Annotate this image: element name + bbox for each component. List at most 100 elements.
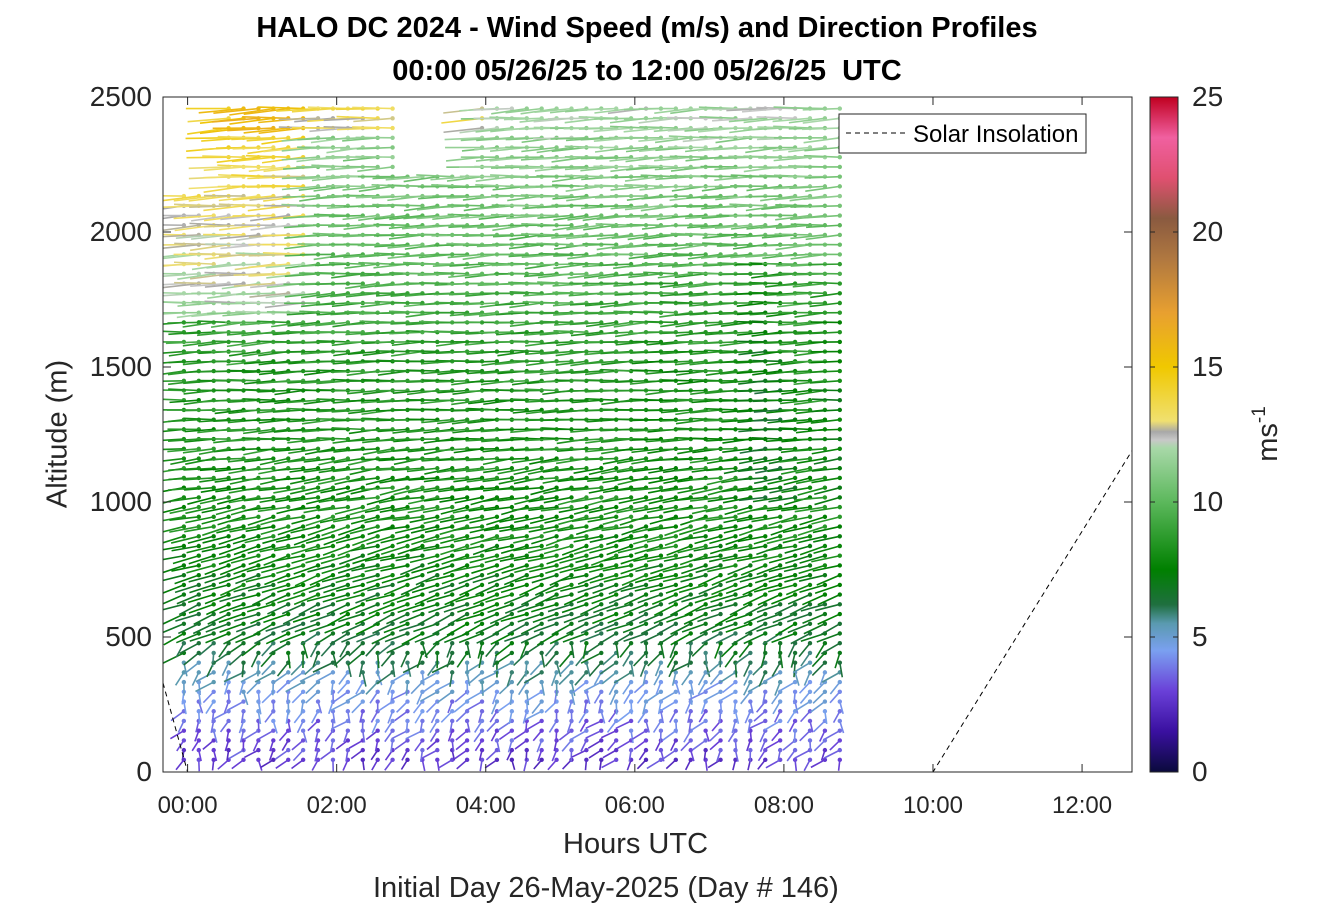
wind-barb	[185, 514, 216, 524]
wind-barb	[163, 543, 187, 551]
wind-barb	[707, 757, 723, 769]
wind-barb	[292, 747, 306, 762]
wind-barb	[400, 650, 410, 668]
wind-barb	[254, 670, 276, 683]
wind-barb	[326, 602, 351, 616]
wind-barb	[339, 553, 365, 565]
wind-barb	[345, 689, 365, 702]
wind-barb	[315, 699, 323, 714]
wind-barb	[241, 660, 246, 678]
wind-barb	[334, 504, 365, 515]
wind-barb	[300, 699, 306, 715]
wind-barb	[322, 592, 351, 603]
wind-barb	[380, 534, 410, 544]
wind-barb	[814, 495, 843, 506]
wind-barb	[189, 582, 216, 594]
wind-barb	[187, 592, 216, 604]
wind-barb	[169, 495, 201, 503]
wind-barb	[205, 621, 231, 633]
wind-barb	[489, 611, 515, 625]
wind-barb	[273, 446, 306, 453]
wind-barb	[205, 631, 231, 644]
wind-barb	[260, 524, 291, 536]
wind-barb	[304, 660, 321, 676]
colorbar-tick-label: 15	[1192, 351, 1223, 382]
wind-barb	[265, 631, 291, 645]
wind-barb	[384, 718, 395, 733]
wind-barb	[177, 718, 187, 733]
wind-barb	[281, 621, 306, 633]
wind-barb	[367, 582, 395, 592]
wind-barb	[680, 572, 708, 583]
wind-barb	[303, 456, 336, 463]
wind-barb	[298, 602, 321, 616]
legend: Solar Insolation	[838, 113, 1087, 154]
wind-barb	[456, 757, 470, 770]
wind-barb	[271, 699, 276, 714]
wind-barb	[374, 738, 380, 752]
y-tick-label: 500	[105, 621, 152, 652]
wind-barb	[246, 135, 291, 142]
wind-barb	[571, 747, 589, 758]
x-tick-label: 02:00	[307, 792, 367, 819]
wind-barb	[816, 572, 843, 586]
wind-barb	[633, 553, 664, 563]
wind-barb	[456, 611, 485, 622]
wind-barb	[384, 631, 410, 643]
wind-barb	[291, 553, 321, 564]
wind-barb	[352, 572, 380, 583]
wind-barb	[212, 709, 231, 721]
wind-barb	[383, 621, 410, 634]
wind-barb	[307, 718, 321, 732]
wind-barb	[599, 757, 604, 771]
wind-barb	[201, 514, 231, 525]
wind-barb	[384, 757, 395, 771]
chart-subtitle: 00:00 05/26/25 to 12:00 05/26/25 UTC	[392, 55, 902, 87]
wind-barb	[292, 611, 321, 623]
wind-barb	[621, 572, 649, 586]
wind-barb	[348, 475, 380, 483]
wind-barb	[382, 602, 410, 615]
wind-barb	[514, 738, 529, 750]
wind-barb	[219, 592, 246, 603]
wind-barb	[216, 524, 246, 534]
wind-barb	[486, 563, 515, 576]
wind-barb	[509, 757, 516, 771]
wind-barb	[765, 738, 783, 749]
wind-barb	[633, 738, 649, 750]
wind-barb	[232, 534, 261, 545]
wind-barb	[335, 592, 365, 603]
wind-barb	[405, 718, 410, 734]
wind-barb	[305, 485, 336, 496]
wind-barb	[169, 728, 187, 740]
wind-barb	[261, 660, 276, 676]
wind-barb	[309, 572, 336, 586]
colorbar-tick-label: 10	[1192, 486, 1223, 517]
wind-barb	[254, 631, 276, 645]
wind-barb	[294, 572, 321, 587]
wind-barb	[202, 582, 231, 593]
wind-barb	[277, 592, 306, 604]
wind-barb	[381, 572, 410, 584]
wind-barb	[290, 524, 321, 534]
colorbar-tick-label: 25	[1192, 81, 1223, 112]
wind-barb	[355, 155, 395, 160]
wind-barb	[319, 514, 351, 524]
wind-barb	[300, 650, 306, 669]
y-tick-label: 1500	[90, 351, 152, 382]
wind-barb	[219, 602, 246, 614]
wind-barb	[227, 699, 246, 711]
wind-barb	[188, 572, 216, 583]
wind-barb	[358, 660, 365, 678]
wind-barb	[247, 514, 276, 526]
wind-barb	[175, 611, 201, 622]
wind-barb	[201, 543, 231, 553]
wind-barb	[181, 679, 187, 696]
wind-barb	[375, 699, 380, 714]
wind-barb	[240, 709, 246, 724]
wind-barb	[399, 611, 425, 624]
wind-barb	[350, 514, 380, 525]
wind-barb	[785, 582, 813, 596]
wind-barb	[662, 747, 679, 760]
